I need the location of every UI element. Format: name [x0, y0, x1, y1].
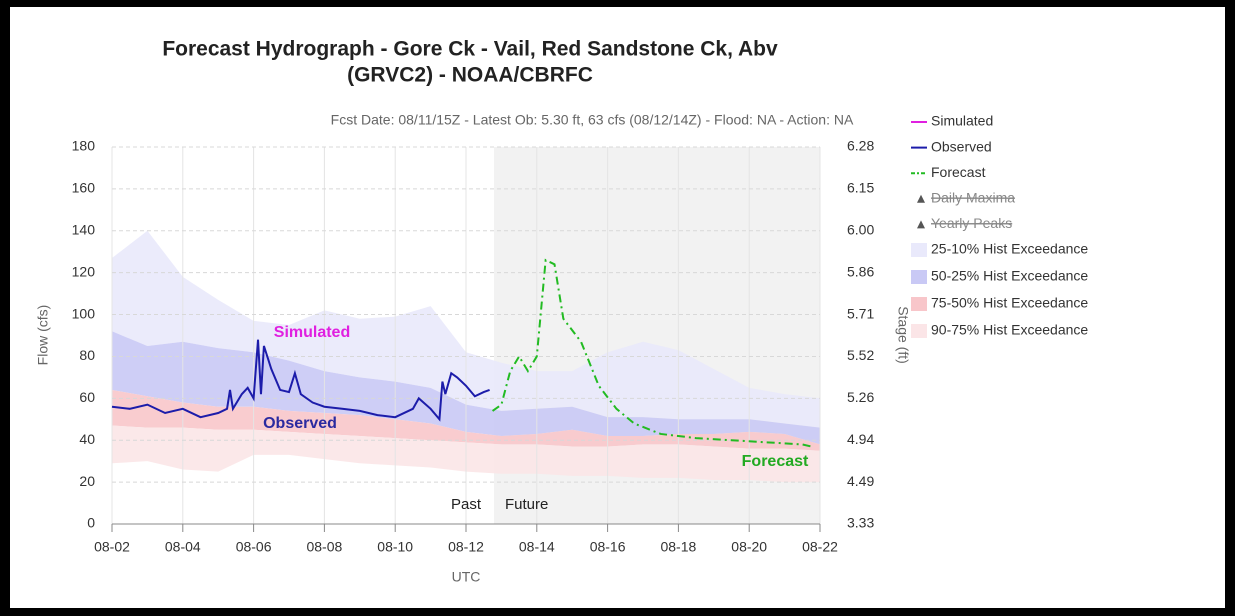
annotation: Observed	[263, 415, 337, 432]
band-area	[112, 230, 820, 428]
annotation: Future	[505, 496, 548, 513]
x-tick-label: 08-08	[306, 539, 342, 555]
legend-item[interactable]: 25-10% Hist Exceedance	[911, 241, 1088, 257]
y2-tick-label: 5.71	[847, 305, 874, 321]
legend-label: 90-75% Hist Exceedance	[931, 322, 1088, 338]
legend-label: Simulated	[931, 113, 993, 129]
annotation: Past	[451, 496, 482, 513]
y2-tick-label: 6.28	[847, 138, 874, 154]
legend-symbol	[911, 243, 927, 257]
y2-tick-label: 6.00	[847, 221, 874, 237]
chart-title: (GRVC2) - NOAA/CBRFC	[347, 64, 593, 87]
legend-item[interactable]: Yearly Peaks	[917, 215, 1012, 231]
legend-item[interactable]: Forecast	[911, 164, 986, 180]
y-tick-label: 0	[87, 515, 95, 531]
y-tick-label: 180	[72, 138, 96, 154]
legend-label: Yearly Peaks	[931, 215, 1012, 231]
legend-label: Observed	[931, 138, 992, 154]
legend-label: 25-10% Hist Exceedance	[931, 241, 1088, 257]
y-tick-label: 140	[72, 221, 96, 237]
y-tick-label: 120	[72, 263, 96, 279]
y-axis-label: Flow (cfs)	[35, 305, 51, 366]
annotation: Forecast	[742, 453, 809, 470]
x-tick-label: 08-14	[519, 539, 555, 555]
x-tick-label: 08-16	[590, 539, 626, 555]
chart-title: Forecast Hydrograph - Gore Ck - Vail, Re…	[162, 38, 778, 61]
y2-axis-label: Stage (ft)	[895, 306, 911, 364]
x-tick-label: 08-04	[165, 539, 201, 555]
y-tick-label: 20	[79, 473, 95, 489]
legend-symbol	[911, 324, 927, 338]
legend-label: Daily Maxima	[931, 190, 1015, 206]
legend-symbol	[911, 297, 927, 311]
y2-tick-label: 5.52	[847, 347, 874, 363]
x-tick-label: 08-20	[731, 539, 767, 555]
legend-item[interactable]: 75-50% Hist Exceedance	[911, 295, 1088, 311]
x-tick-label: 08-22	[802, 539, 838, 555]
legend-label: Forecast	[931, 164, 986, 180]
y2-tick-label: 5.86	[847, 263, 874, 279]
series-line	[111, 339, 490, 422]
legend-item[interactable]: 50-25% Hist Exceedance	[911, 268, 1088, 284]
y2-tick-label: 4.49	[847, 473, 874, 489]
x-tick-label: 08-12	[448, 539, 484, 555]
annotation: Simulated	[274, 324, 350, 341]
y2-tick-label: 4.94	[847, 431, 874, 447]
y-tick-label: 40	[79, 431, 95, 447]
y2-tick-label: 3.33	[847, 515, 874, 531]
y-tick-label: 80	[79, 347, 95, 363]
x-tick-label: 08-10	[377, 539, 413, 555]
x-tick-label: 08-06	[236, 539, 272, 555]
x-axis-label: UTC	[452, 569, 481, 585]
legend-symbol	[917, 194, 925, 203]
y-tick-label: 160	[72, 180, 96, 196]
legend-symbol	[917, 220, 925, 229]
legend-item[interactable]: Observed	[911, 138, 992, 154]
legend-symbol	[911, 270, 927, 284]
y2-tick-label: 6.15	[847, 180, 874, 196]
legend-item[interactable]: Simulated	[911, 113, 993, 129]
y-tick-label: 100	[72, 305, 96, 321]
y-tick-label: 60	[79, 389, 95, 405]
legend-item[interactable]: Daily Maxima	[917, 190, 1015, 206]
legend-label: 50-25% Hist Exceedance	[931, 268, 1088, 284]
legend-item[interactable]: 90-75% Hist Exceedance	[911, 322, 1088, 338]
y2-tick-label: 5.26	[847, 389, 874, 405]
x-tick-label: 08-18	[660, 539, 696, 555]
legend-label: 75-50% Hist Exceedance	[931, 295, 1088, 311]
chart-subtitle: Fcst Date: 08/11/15Z - Latest Ob: 5.30 f…	[331, 112, 854, 128]
series-line	[491, 258, 812, 448]
x-tick-label: 08-02	[94, 539, 130, 555]
